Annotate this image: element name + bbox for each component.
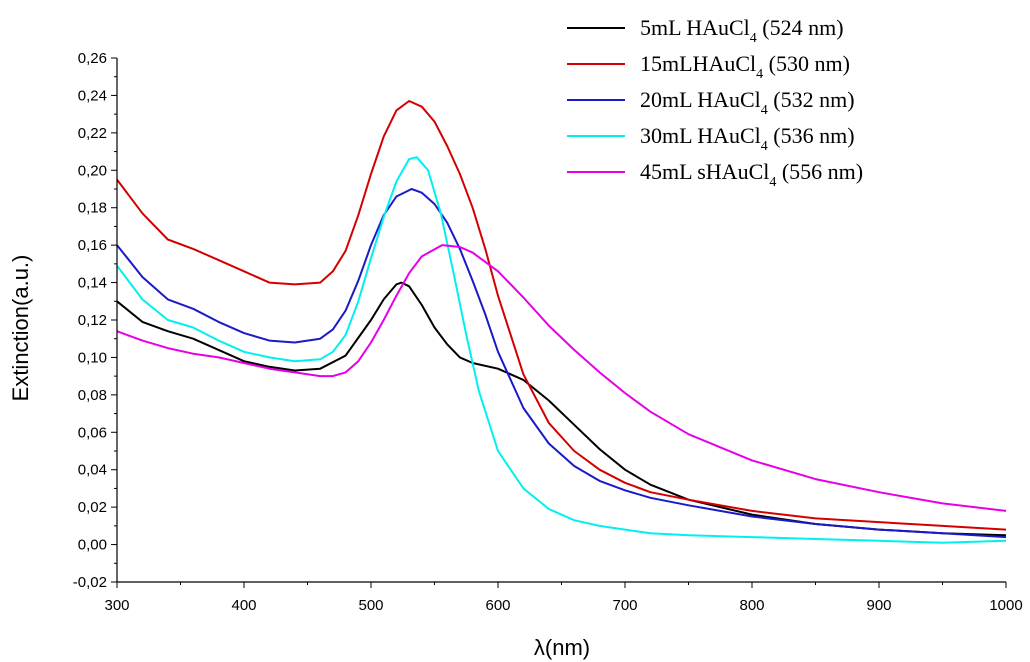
y-tick-label: 0,08 [78, 387, 107, 404]
y-tick-label: 0,12 [78, 312, 107, 329]
y-tick-label: 0,26 [78, 50, 107, 67]
x-tick-label: 400 [231, 597, 256, 614]
y-tick-label: 0,10 [78, 349, 107, 366]
y-tick-label: 0,02 [78, 499, 107, 516]
y-tick-label: 0,24 [78, 87, 107, 104]
y-tick-label: 0,04 [78, 462, 107, 479]
x-tick-label: 900 [866, 597, 891, 614]
series-line-4 [116, 156, 1007, 544]
y-tick-label: 0,22 [78, 125, 107, 142]
legend-label-5: 45mL sHAuCl4 (556 nm) [640, 159, 863, 190]
legend-label-4: 30mL HAuCl4 (536 nm) [640, 123, 855, 154]
x-axis-title: λ(nm) [534, 635, 590, 660]
y-tick-label: 0,20 [78, 162, 107, 179]
y-tick-label: 0,06 [78, 424, 107, 441]
axes: 300 400 500 600 700 800 900 1000 -0,02 0,00 0,02 0,… [73, 50, 1023, 614]
series-line-5 [116, 244, 1007, 512]
series-lines [116, 100, 1007, 544]
series-line-1 [116, 281, 1007, 537]
y-tick-label: -0,02 [73, 574, 107, 591]
x-tick-label: 300 [104, 597, 129, 614]
x-tick-label: 700 [612, 597, 637, 614]
legend-label-3: 20mL HAuCl4 (532 nm) [640, 87, 855, 118]
y-tick-label: 0,16 [78, 237, 107, 254]
y-axis-title: Extinction(a.u.) [8, 255, 33, 402]
y-tick-label: 0,18 [78, 200, 107, 217]
series-line-3 [116, 188, 1007, 539]
x-tick-label: 500 [358, 597, 383, 614]
legend: 5mL HAuCl4 (524 nm) 15mLHAuCl4 (530 nm) 20… [567, 15, 863, 190]
x-tick-label: 1000 [989, 597, 1022, 614]
y-tick-label: 0,00 [78, 537, 107, 554]
y-tick-label: 0,14 [78, 275, 107, 292]
series-line-2 [116, 100, 1007, 531]
x-tick-label: 800 [739, 597, 764, 614]
x-tick-label: 600 [485, 597, 510, 614]
legend-label-2: 15mLHAuCl4 (530 nm) [640, 51, 850, 82]
legend-label-1: 5mL HAuCl4 (524 nm) [640, 15, 844, 46]
